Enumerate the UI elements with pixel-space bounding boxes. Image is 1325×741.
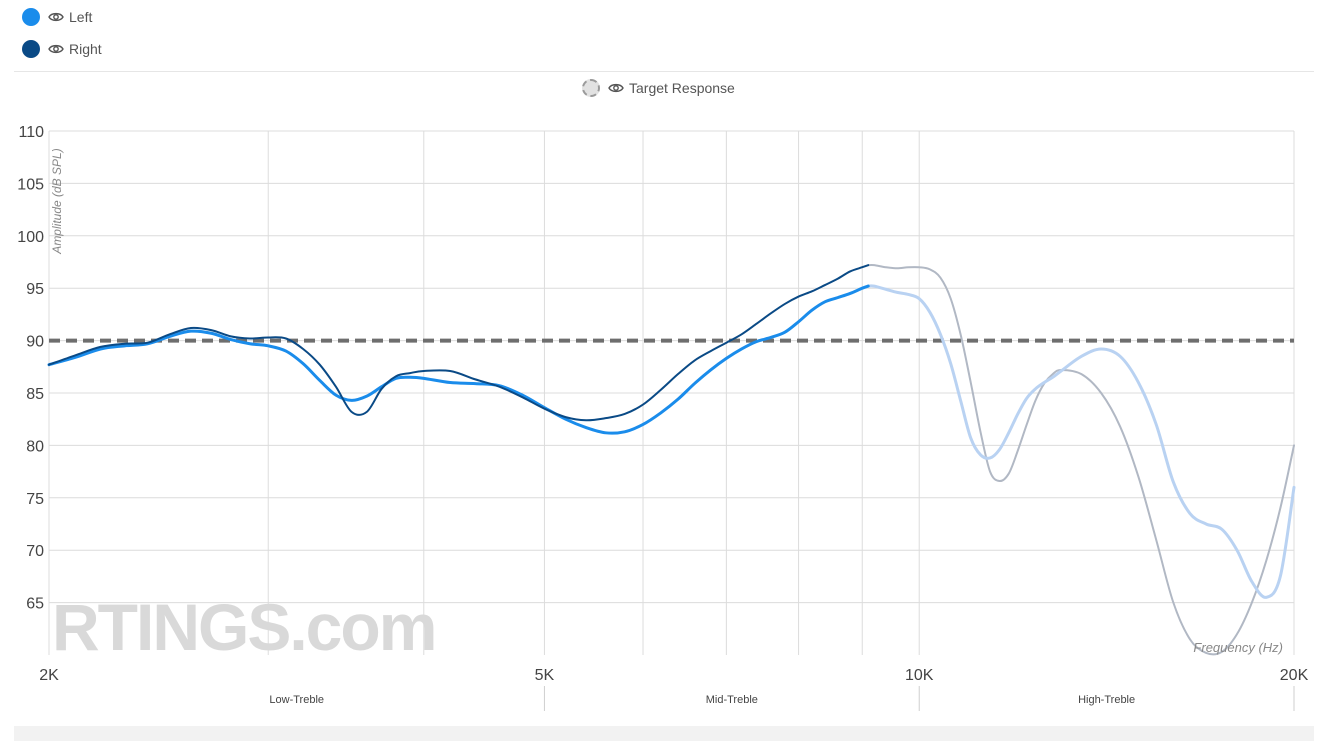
y-tick-label: 70	[26, 543, 44, 560]
legend-dot-target	[582, 79, 600, 97]
series-line-left	[47, 284, 870, 435]
rtings-watermark: RTINGS.com	[52, 590, 435, 664]
x-tick-label: 10K	[905, 667, 934, 684]
legend-divider	[14, 71, 1314, 72]
series-line-right-faded	[867, 263, 1295, 656]
y-tick-label: 110	[18, 124, 44, 141]
x-tick-label: 5K	[535, 667, 555, 684]
y-tick-label: 75	[26, 491, 44, 508]
footer-bar	[14, 726, 1314, 741]
legend-dot-left	[22, 8, 40, 26]
x-axis-title: Frequency (Hz)	[1193, 640, 1283, 655]
y-tick-label: 80	[26, 438, 44, 455]
series-layer	[47, 263, 1296, 656]
axis-labels: 110 105 100 95 90 85 80 75 70 65 2K 5K 10K 20K Low-Tre…	[17, 124, 1308, 706]
legend-item-target-response[interactable]: Target Response	[582, 77, 735, 99]
y-tick-label: 85	[26, 386, 44, 403]
x-tick-label: 2K	[39, 667, 59, 684]
x-tick-label: 20K	[1280, 667, 1309, 684]
legend-item-right[interactable]: Right	[22, 38, 102, 60]
region-label: Low-Treble	[269, 694, 324, 706]
legend-dot-right	[22, 40, 40, 58]
series-line-left-faded	[866, 284, 1296, 599]
region-label: High-Treble	[1078, 694, 1135, 706]
y-tick-label: 95	[26, 281, 44, 298]
legend-item-left[interactable]: Left	[22, 6, 92, 28]
series-line-right	[48, 264, 870, 422]
eye-icon[interactable]	[608, 82, 624, 94]
legend-label-right: Right	[69, 41, 102, 57]
legend-label-left: Left	[69, 9, 93, 25]
y-tick-label: 105	[17, 176, 44, 193]
y-tick-label: 90	[26, 334, 44, 351]
eye-icon[interactable]	[48, 43, 64, 55]
eye-icon[interactable]	[48, 11, 64, 23]
legend-label-target: Target Response	[629, 80, 735, 96]
y-tick-label: 65	[26, 596, 44, 613]
y-axis-title: Amplitude (dB SPL)	[50, 148, 64, 254]
region-label: Mid-Treble	[706, 694, 758, 706]
y-tick-label: 100	[17, 229, 44, 246]
